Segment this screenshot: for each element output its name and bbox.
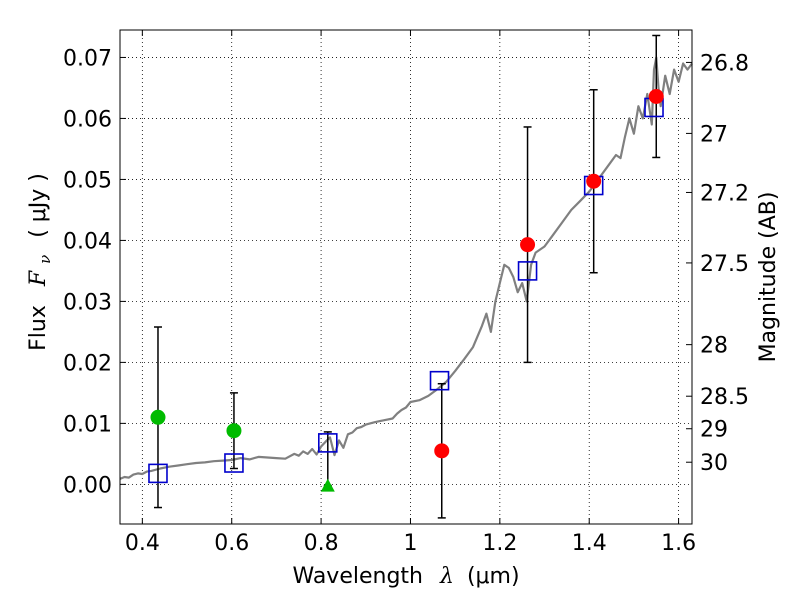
model-box xyxy=(224,453,244,473)
y2-tick-label: 27.2 xyxy=(700,181,749,206)
y-tick-label: 0.04 xyxy=(63,229,112,254)
model-box xyxy=(317,433,338,453)
y-tick-label: 0.02 xyxy=(63,351,112,376)
y-tick-label: 0.00 xyxy=(63,473,112,498)
plot-frame xyxy=(119,29,693,525)
y-tick-label: 0.03 xyxy=(63,290,112,315)
axis-ticks: 0.4 0.6 0.8 1 1.2 1.4 1.6 0.00 0.01 0.02 0.03 0.04 0… xyxy=(63,30,749,556)
sed-curve xyxy=(119,56,693,480)
x-tick-label: 1.2 xyxy=(482,531,517,556)
y2-tick-label: 29 xyxy=(700,418,728,443)
model-box xyxy=(429,370,450,391)
x-tick-label: 1.4 xyxy=(572,531,607,556)
x-tick-label: 0.8 xyxy=(304,531,339,556)
sed-curve-layer xyxy=(119,56,693,480)
y2-tick-label: 27 xyxy=(700,122,728,147)
low-snr-point xyxy=(150,409,166,425)
data-points xyxy=(148,88,664,492)
upper-limit-triangle xyxy=(320,478,335,492)
y-axis-label: Flux F ν ( μJy ) xyxy=(26,173,56,351)
y-tick-label: 0.05 xyxy=(63,168,112,193)
low-snr-point xyxy=(226,423,242,439)
detection-point xyxy=(648,88,664,104)
model-box xyxy=(517,261,538,281)
x-tick-label: 1 xyxy=(403,531,417,556)
x-tick-label: 1.6 xyxy=(661,531,696,556)
x-tick-label: 0.4 xyxy=(125,531,160,556)
y-tick-label: 0.06 xyxy=(63,107,112,132)
y-tick-label: 0.07 xyxy=(63,46,112,71)
y2-tick-label: 30 xyxy=(700,451,728,476)
grid xyxy=(120,30,692,524)
detection-point xyxy=(434,443,450,459)
y2-axis-label: Magnitude (AB) xyxy=(756,192,781,363)
x-axis-label: Wavelength λ (μm) xyxy=(292,564,519,589)
detection-point xyxy=(586,173,602,189)
x-tick-label: 0.6 xyxy=(214,531,249,556)
errorbars xyxy=(153,34,661,519)
y2-tick-label: 28.5 xyxy=(700,385,749,410)
y2-tick-label: 26.8 xyxy=(700,51,749,76)
y2-tick-label: 28 xyxy=(700,334,728,359)
y2-tick-label: 27.5 xyxy=(700,252,749,277)
detection-point xyxy=(520,237,536,253)
y-tick-label: 0.01 xyxy=(63,412,112,437)
model-box xyxy=(148,463,168,484)
